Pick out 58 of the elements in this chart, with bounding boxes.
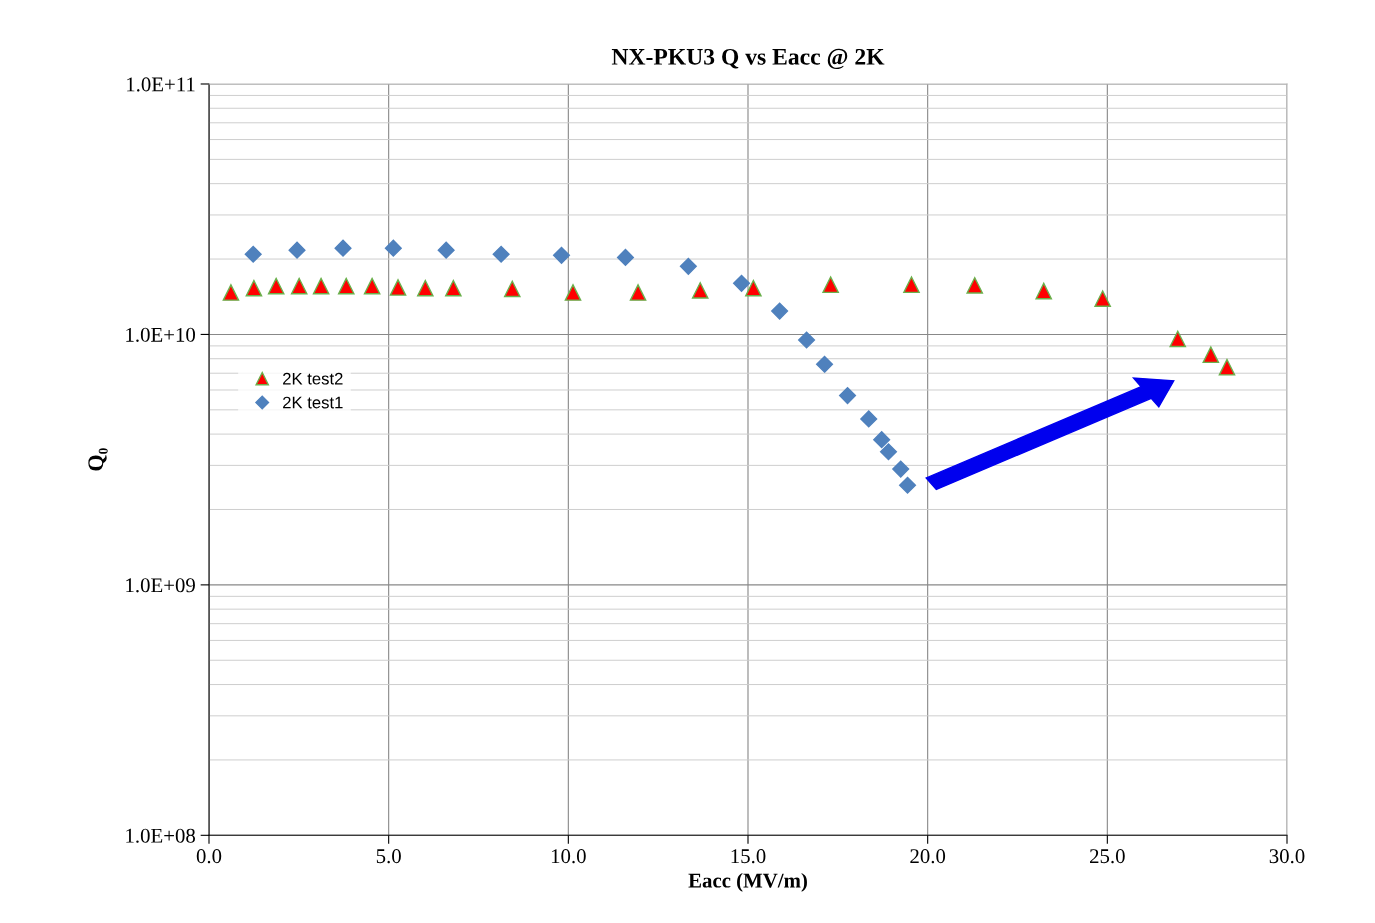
x-tick-label: 20.0 (910, 849, 946, 864)
y-axis-title: Q₀ (88, 448, 108, 471)
point (437, 241, 455, 259)
point (1035, 282, 1053, 300)
x-tick-label: 25.0 (1090, 849, 1125, 864)
chart-title: NX-PKU3 Q vs Eacc @ 2K (611, 48, 885, 70)
x-tick-label: 5.0 (376, 849, 401, 864)
point (879, 443, 898, 461)
y-tick-label: 1.0E+11 (127, 77, 195, 92)
point (1169, 330, 1187, 348)
y-tick-label: 1.0E+10 (126, 327, 196, 342)
point (1218, 358, 1236, 376)
point (312, 277, 330, 295)
point (903, 276, 920, 294)
point (384, 239, 402, 257)
point (771, 302, 789, 320)
x-tick-label: 0.0 (196, 849, 222, 864)
point (822, 276, 839, 294)
x-tick-label: 30.0 (1269, 849, 1305, 864)
point (290, 277, 308, 295)
point (732, 274, 751, 292)
x-axis-title: Eacc (MV/m) (688, 872, 807, 892)
point (966, 277, 984, 294)
point (1094, 290, 1111, 307)
point (898, 476, 917, 494)
point (552, 246, 571, 264)
x-tick-label: 15.0 (731, 849, 766, 864)
point (679, 257, 697, 275)
legend-label: 2K test1 (283, 396, 343, 409)
legend-label: 2K test2 (283, 372, 343, 385)
point (389, 279, 407, 296)
point (416, 279, 434, 297)
point (244, 245, 262, 263)
point (222, 284, 240, 301)
point (503, 280, 521, 298)
point (492, 245, 510, 263)
point (288, 241, 306, 259)
x-tick-label: 10.0 (551, 849, 586, 864)
point (860, 410, 878, 428)
point (815, 355, 834, 373)
point (892, 460, 910, 478)
point (798, 331, 816, 349)
point (245, 279, 263, 297)
point (363, 277, 381, 295)
point (838, 387, 857, 405)
point (334, 239, 352, 257)
point (267, 277, 285, 295)
point (691, 281, 709, 299)
y-tick-label: 1.0E+09 (126, 578, 195, 593)
point (616, 248, 635, 266)
point (445, 279, 462, 297)
point (745, 279, 762, 297)
point (1202, 346, 1220, 364)
point (629, 284, 647, 301)
point (337, 277, 355, 295)
point (564, 284, 582, 301)
y-tick-label: 1.0E+08 (126, 828, 196, 843)
point (873, 431, 891, 449)
